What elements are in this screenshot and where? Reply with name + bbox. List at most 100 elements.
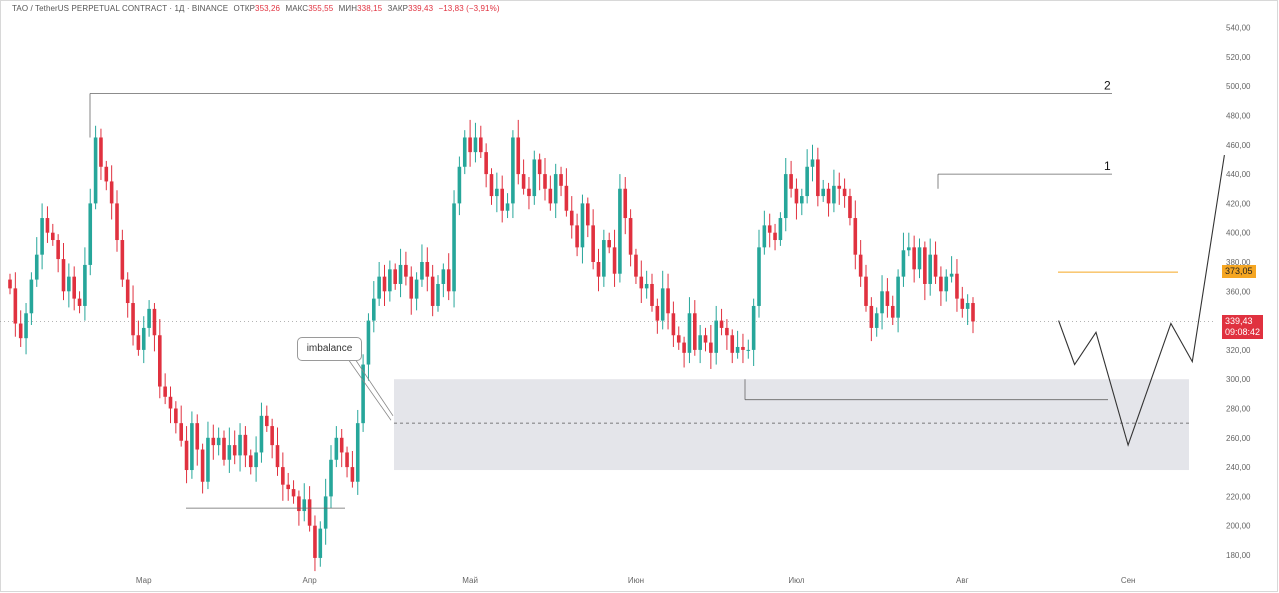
candle-body [441,269,446,284]
candle-body [666,288,670,314]
candle-body [853,218,858,255]
candle-body [141,327,146,350]
candle-body [51,232,55,241]
candle-body [468,137,472,153]
candle-body [404,264,408,277]
candle-body [869,305,874,328]
candle-body [291,489,296,497]
candle-body [104,166,109,182]
candle-body [880,291,884,314]
candle-body [564,185,569,211]
candle-body [361,364,365,424]
candle-body [805,166,809,197]
candle-body [425,262,430,277]
y-tick-label: 380,00 [1226,258,1251,267]
candle-body [8,279,12,289]
level-2-label: 2 [1104,79,1111,93]
candle-body [810,159,815,167]
symbol-label: TAO / TetherUS PERPETUAL CONTRACT · 1Д ·… [12,4,229,13]
candle-body [45,218,50,233]
close-label: ЗАКР [387,4,409,13]
candle-body [184,440,189,471]
candle-body [896,276,900,318]
candle-body [527,188,531,197]
candle-body [377,276,381,299]
candle-body [634,254,638,277]
candle-body [639,276,644,289]
candle-body [211,437,216,446]
candle-body [800,196,804,204]
y-tick-label: 280,00 [1226,405,1251,414]
candle-body [773,232,777,241]
x-tick-label: Апр [303,576,318,585]
candle-body [693,313,697,350]
y-tick-label: 520,00 [1226,53,1251,62]
candle-body [393,269,397,284]
candle-body [553,174,558,204]
candle-body [495,188,499,197]
imbalance-pointer [354,358,394,417]
candle-body [650,283,654,306]
candle-body [939,276,943,292]
candle-body [730,335,735,353]
candle-body [302,499,307,512]
candle-body [72,276,76,299]
candle-body [457,166,462,204]
candle-body [323,496,328,529]
candle-body [398,264,403,284]
low-value: 338,15 [357,4,383,13]
candle-body [216,437,221,446]
candle-body [24,313,28,339]
candle-body [152,308,157,336]
candle-body [735,346,740,353]
candle-body [794,188,799,204]
y-tick-label: 420,00 [1226,199,1251,208]
candle-body [826,188,831,204]
candle-body [414,279,419,299]
candle-body [99,137,103,167]
candle-body [489,174,494,197]
candle-body [297,496,301,512]
candle-body [446,269,451,292]
candle-body [505,203,510,211]
candle-body [174,408,178,424]
candle-body [949,273,954,277]
open-label: ОТКР [233,4,256,13]
candle-body [901,250,906,277]
candle-body [163,386,167,397]
candle-body [714,320,718,353]
candle-body [334,437,339,460]
x-tick-label: Сен [1121,576,1136,585]
candle-body [462,137,467,167]
x-tick-label: Июл [788,576,805,585]
candle-body [270,426,274,446]
candle-body [179,423,183,441]
candle-body [586,203,590,226]
candle-body [88,203,93,265]
x-tick-label: Мар [136,576,152,585]
candle-body [318,528,323,558]
y-tick-label: 400,00 [1226,229,1251,238]
candle-body [596,262,601,277]
candle-body [382,276,387,292]
y-tick-label: 220,00 [1226,492,1251,501]
candle-body [511,137,515,204]
candle-body [275,445,280,468]
candle-body [77,298,82,306]
candle-body [366,320,371,365]
candle-body [955,273,959,299]
y-tick-label: 440,00 [1226,170,1251,179]
candle-body [671,313,676,336]
x-tick-label: Авг [956,576,969,585]
candle-body [537,159,542,175]
candle-body [479,137,483,153]
candle-body [591,225,595,262]
candle-body [109,181,114,204]
candle-body [115,203,119,241]
candle-body [762,225,767,248]
candle-body [907,247,911,251]
candle-body [655,305,660,321]
candle-body [131,303,135,336]
candle-body [83,264,87,306]
